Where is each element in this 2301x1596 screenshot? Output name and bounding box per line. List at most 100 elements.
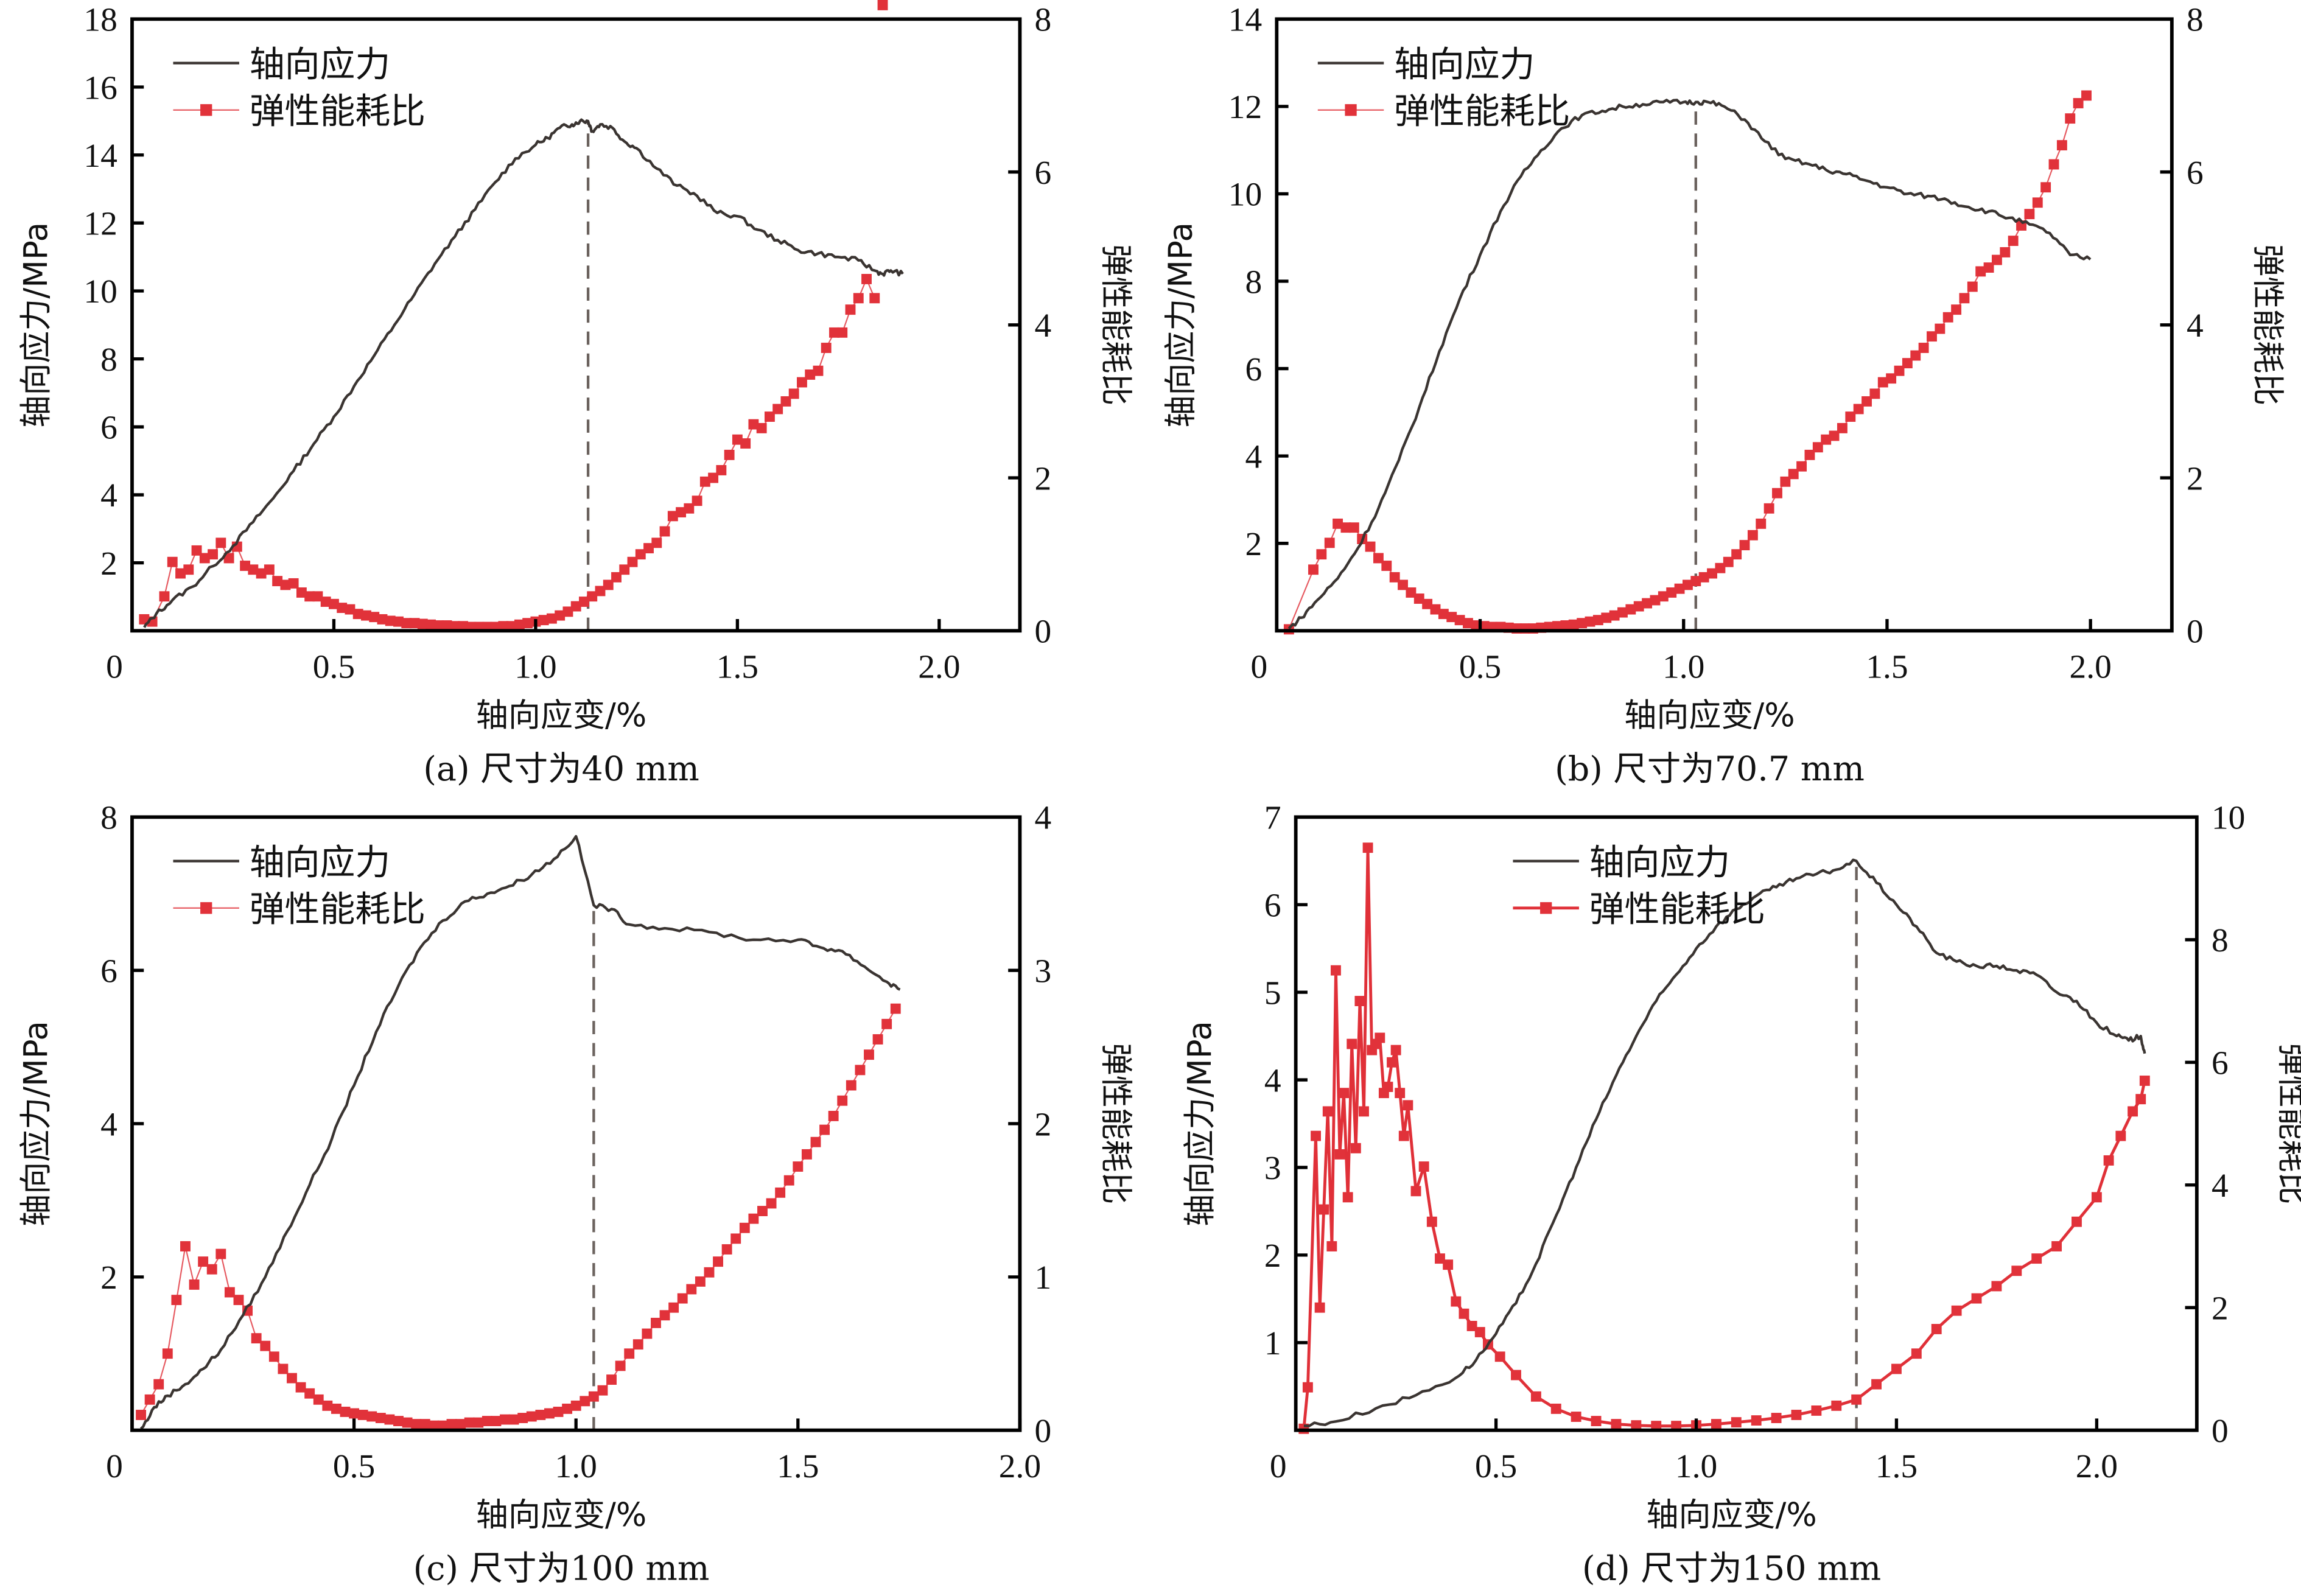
x-tick-label: 0	[106, 1447, 123, 1485]
ratio-marker	[366, 1411, 377, 1422]
y-tick-label: 7	[1264, 799, 1281, 836]
ratio-marker	[2073, 98, 2084, 108]
ratio-marker	[240, 561, 251, 571]
ratio-marker	[730, 1233, 741, 1244]
ratio-marker	[1633, 601, 1644, 612]
ratio-marker	[580, 1396, 590, 1407]
ratio-marker	[1511, 1370, 1521, 1381]
ratio-marker	[538, 615, 549, 626]
ratio-marker	[861, 273, 872, 284]
ratio-marker	[713, 1256, 723, 1267]
ratio-marker	[793, 1161, 804, 1172]
legend-stress-label: 轴向应力	[250, 43, 390, 85]
ratio-marker	[1642, 598, 1653, 609]
ratio-marker	[1829, 430, 1840, 441]
y-axis-label: 轴向应力/MPa	[17, 222, 55, 428]
ratio-marker	[1550, 1403, 1561, 1414]
ratio-marker	[1591, 1416, 1602, 1427]
ratio-marker	[2008, 236, 2019, 247]
panel-caption: (a) 尺寸为40 mm	[423, 750, 699, 789]
ratio-marker	[603, 579, 614, 590]
ratio-marker	[1354, 996, 1365, 1006]
y2-tick-label: 2	[2187, 460, 2204, 497]
stress-series-line	[143, 118, 904, 628]
ratio-marker	[1698, 572, 1709, 583]
ratio-marker	[1451, 1296, 1462, 1307]
plot-content-b	[1283, 90, 2092, 635]
ratio-marker	[295, 1382, 306, 1393]
ratio-marker	[384, 1414, 395, 1425]
y-tick-label: 8	[100, 799, 117, 836]
ratio-marker	[1617, 607, 1628, 618]
ratio-marker	[329, 598, 339, 609]
ratio-marker	[684, 503, 695, 514]
ratio-marker	[1877, 377, 1888, 388]
ratio-marker	[1756, 518, 1767, 529]
ratio-marker	[337, 603, 348, 614]
ratio-marker	[357, 1410, 368, 1420]
ratio-marker	[797, 377, 807, 388]
ratio-marker	[1382, 1082, 1393, 1092]
y-axis-label: 轴向应力/MPa	[17, 1021, 55, 1227]
legend-ratio-marker	[200, 104, 212, 116]
ratio-marker	[1311, 1130, 1321, 1141]
y-tick-label: 2	[1264, 1237, 1281, 1274]
ratio-marker	[877, 0, 888, 10]
ratio-marker	[1395, 1088, 1406, 1099]
ratio-marker	[411, 1419, 422, 1430]
ratio-marker	[1375, 1032, 1385, 1043]
ratio-marker	[464, 1417, 475, 1428]
x-axis-label: 轴向应变/%	[476, 1496, 646, 1533]
ratio-marker	[251, 1333, 262, 1344]
x-axis-label: 轴向应变/%	[1646, 1496, 1816, 1533]
ratio-marker	[1731, 1417, 1742, 1428]
ratio-marker	[855, 1065, 866, 1076]
ratio-marker	[881, 1018, 892, 1029]
ratio-marker	[1771, 1413, 1782, 1423]
ratio-marker	[206, 1264, 217, 1275]
y-tick-label: 5	[1264, 974, 1281, 1011]
y-tick-label: 1	[1264, 1325, 1281, 1362]
ratio-marker	[562, 1403, 573, 1414]
ratio-series-line	[1288, 95, 2087, 630]
ratio-marker	[1723, 556, 1734, 567]
ratio-marker	[287, 1373, 297, 1384]
ratio-marker	[500, 1414, 510, 1425]
ratio-marker	[1715, 562, 1726, 573]
ticks-c: 0 0.5 1.0 1.5 2.0 2 4 6 8 0 1 2 3 4	[100, 799, 1051, 1485]
y-tick-label: 3	[1264, 1149, 1281, 1186]
ratio-marker	[732, 434, 743, 445]
ratio-marker	[322, 1400, 333, 1411]
ratio-marker	[667, 511, 678, 522]
y2-tick-label: 0	[1035, 1412, 1052, 1449]
ratio-marker	[1983, 262, 1994, 273]
ratio-marker	[264, 564, 275, 575]
ratio-marker	[248, 564, 259, 575]
ratio-marker	[1851, 1394, 1862, 1405]
plot-content-d	[1298, 842, 2150, 1434]
panel-caption: (c) 尺寸为100 mm	[413, 1549, 710, 1588]
ratio-marker	[1650, 595, 1661, 606]
ratio-marker	[579, 597, 589, 607]
ratio-marker	[1845, 411, 1856, 422]
ratio-marker	[1390, 1045, 1401, 1055]
ratio-marker	[1463, 618, 1473, 629]
ratio-marker	[1568, 619, 1579, 630]
ratio-marker	[1302, 1382, 1313, 1393]
y-tick-label: 16	[83, 69, 117, 106]
ratio-marker	[704, 1267, 715, 1278]
ratio-marker	[1454, 615, 1465, 626]
ratio-marker	[1812, 442, 1823, 453]
ratio-marker	[2051, 1241, 2062, 1251]
ratio-marker	[780, 396, 791, 407]
y-axis-label: 轴向应力/MPa	[1181, 1021, 1219, 1227]
ratio-marker	[2031, 1253, 2042, 1264]
x-axis-label: 轴向应变/%	[1624, 696, 1795, 734]
ratio-marker	[429, 1420, 440, 1431]
ticks-a: 0 0.5 1.0 1.5 2.0 2 4 6 8 10 12 14 16 18 0 2 4 6 8	[83, 1, 1051, 685]
ratio-marker	[345, 604, 355, 615]
ratio-marker	[1406, 587, 1417, 598]
ratio-marker	[1927, 331, 1937, 342]
ratio-marker	[377, 614, 388, 625]
panel-a: 0 0.5 1.0 1.5 2.0 2 4 6 8 10 12 14 16 18 0 2 4 6 8 轴向应力/MP…	[17, 0, 1135, 789]
